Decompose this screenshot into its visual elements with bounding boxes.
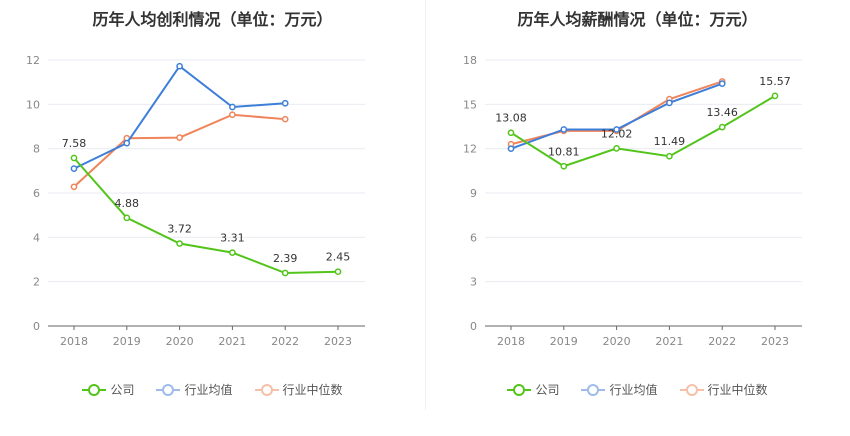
series-line-industry-median (73, 113, 286, 188)
data-point-industry-median[interactable] (281, 115, 289, 123)
per-capita-salary-chart: 0 3 6 9 12 15 18 2018 2019 2020 2021 2022 2023 13.08 1… (463, 54, 802, 348)
panel-divider (425, 0, 426, 410)
y-tick-label: 9 (470, 187, 477, 200)
data-label: 3.72 (167, 223, 192, 236)
legend-item-company[interactable]: 公司 (507, 381, 559, 398)
data-label: 2.45 (326, 251, 351, 264)
legend-label-industry-avg: 行业均值 (609, 383, 658, 397)
y-tick-label: 4 (33, 231, 40, 244)
data-point-industry-avg[interactable] (281, 99, 289, 107)
series-line-company (73, 157, 339, 275)
legend-item-industry-avg[interactable]: 行业均值 (581, 381, 658, 398)
data-label: 4.88 (115, 197, 140, 210)
legend-item-industry-median[interactable]: 行业中位数 (679, 381, 768, 398)
data-label: 15.57 (759, 75, 791, 88)
y-tick-label: 3 (470, 276, 477, 289)
chart-panel-per-capita-profit: 历年人均创利情况（单位：万元） 0 2 4 6 8 10 12 2018 2019 2020 202… (0, 10, 425, 398)
data-point-company[interactable] (718, 123, 726, 131)
data-point-company[interactable] (560, 162, 568, 170)
legend-swatch-industry-median (254, 383, 279, 397)
x-tick-label: 2018 (60, 335, 88, 348)
data-point-company[interactable] (507, 129, 515, 137)
chart-panel-per-capita-salary: 历年人均薪酬情况（单位：万元） 0 3 6 9 12 15 18 2018 2019 2020 20… (425, 0, 850, 436)
legend-item-industry-median[interactable]: 行业中位数 (254, 381, 343, 398)
x-tick-label: 2019 (113, 335, 141, 348)
x-tick-label: 2022 (708, 335, 736, 348)
data-point-industry-median[interactable] (176, 134, 183, 141)
x-tick-label: 2021 (655, 335, 683, 348)
legend-swatch-industry-median (679, 383, 704, 397)
x-tick-label: 2023 (324, 335, 352, 348)
legend-swatch-company (507, 383, 532, 397)
legend-item-industry-avg[interactable]: 行业均值 (156, 381, 233, 398)
y-tick-label: 8 (33, 143, 40, 156)
legend-label-industry-median: 行业中位数 (282, 383, 343, 397)
data-label: 10.81 (548, 145, 580, 158)
x-tick-label: 2022 (271, 335, 299, 348)
x-tick-label: 2020 (166, 335, 194, 348)
data-label: 7.58 (62, 137, 87, 150)
y-tick-label: 12 (463, 143, 477, 156)
chart-title: 历年人均创利情况（单位：万元） (92, 10, 333, 29)
data-point-company[interactable] (771, 92, 779, 100)
data-point-industry-avg[interactable] (229, 103, 236, 111)
series-line-company (510, 95, 776, 168)
data-point-company[interactable] (70, 154, 78, 162)
data-point-company[interactable] (613, 145, 620, 152)
legend-item-company[interactable]: 公司 (82, 381, 134, 398)
y-tick-label: 10 (26, 98, 40, 111)
data-point-industry-median[interactable] (70, 183, 78, 191)
data-point-industry-avg[interactable] (507, 145, 515, 153)
data-label: 12.02 (601, 127, 633, 140)
x-tick-label: 2021 (218, 335, 246, 348)
y-tick-label: 0 (33, 320, 40, 333)
data-point-industry-avg[interactable] (718, 80, 726, 87)
data-point-company[interactable] (281, 269, 289, 277)
legend-label-company: 公司 (535, 383, 560, 397)
data-point-industry-median[interactable] (229, 111, 236, 119)
data-label: 3.31 (220, 232, 245, 245)
x-tick-label: 2018 (497, 335, 525, 348)
data-point-company[interactable] (229, 249, 236, 256)
data-point-company[interactable] (123, 214, 131, 222)
y-tick-label: 6 (470, 231, 477, 244)
data-point-industry-avg[interactable] (666, 99, 673, 107)
data-label: 13.46 (706, 106, 738, 119)
data-point-industry-avg[interactable] (176, 62, 183, 70)
y-tick-label: 18 (463, 54, 477, 67)
legend-label-industry-median: 行业中位数 (707, 383, 768, 397)
legend-swatch-industry-avg (581, 383, 606, 397)
x-tick-label: 2023 (761, 335, 789, 348)
chart-legend: 公司 行业均值 行业中位数 (425, 381, 850, 398)
chart-title: 历年人均薪酬情况（单位：万元） (517, 10, 758, 29)
y-tick-label: 6 (33, 187, 40, 200)
legend-swatch-company (82, 383, 107, 397)
legend-label-industry-avg: 行业均值 (184, 383, 233, 397)
data-point-company[interactable] (666, 152, 673, 160)
data-point-industry-avg[interactable] (123, 139, 131, 147)
per-capita-profit-chart: 0 2 4 6 8 10 12 2018 2019 2020 2021 2022 2023 7.58 4.8… (26, 54, 365, 348)
data-label: 13.08 (495, 112, 527, 125)
y-tick-label: 0 (470, 320, 477, 333)
y-tick-label: 2 (33, 276, 40, 289)
data-point-company[interactable] (334, 268, 342, 276)
data-label: 11.49 (654, 135, 686, 148)
legend-swatch-industry-avg (156, 383, 181, 397)
y-tick-label: 15 (463, 98, 477, 111)
data-point-industry-avg[interactable] (560, 126, 568, 133)
x-tick-label: 2019 (550, 335, 578, 348)
data-label: 2.39 (273, 252, 298, 265)
x-tick-label: 2020 (603, 335, 631, 348)
chart-legend: 公司 行业均值 行业中位数 (0, 381, 425, 398)
data-point-industry-avg[interactable] (613, 126, 620, 133)
y-tick-label: 12 (26, 54, 40, 67)
data-point-industry-avg[interactable] (70, 165, 78, 172)
data-point-company[interactable] (176, 240, 183, 247)
legend-label-company: 公司 (110, 383, 135, 397)
